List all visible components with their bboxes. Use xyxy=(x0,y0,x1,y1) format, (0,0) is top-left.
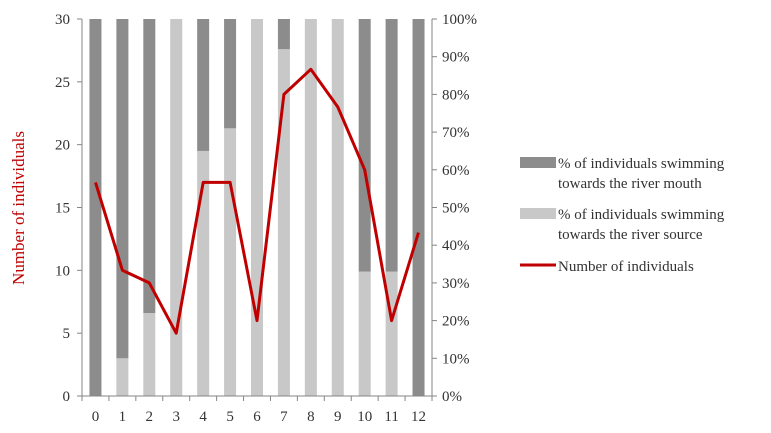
x-tick-label-7: 7 xyxy=(280,409,288,425)
y-tick-label-5: 5 xyxy=(63,326,71,342)
legend-label-0: % of individuals swimming towards the riv… xyxy=(558,156,725,192)
bar-source-3 xyxy=(170,19,183,396)
bar-mouth-7 xyxy=(277,19,290,50)
y2-tick-label-80%: 80% xyxy=(442,87,470,103)
bar-source-2 xyxy=(143,313,156,396)
y-tick-label-0: 0 xyxy=(63,389,71,405)
line-layer xyxy=(94,67,420,335)
bar-source-8 xyxy=(304,19,317,396)
bar-mouth-1 xyxy=(116,19,129,359)
bar-source-10 xyxy=(358,271,371,396)
y2-tick-label-70%: 70% xyxy=(442,125,470,141)
x-tick-label-3: 3 xyxy=(172,409,180,425)
ticks-layer: 0510152025300%10%20%30%40%50%60%70%80%90… xyxy=(55,12,477,425)
bar-mouth-5 xyxy=(224,19,237,129)
x-tick-label-6: 6 xyxy=(253,409,261,425)
legend-swatch-1 xyxy=(520,208,556,219)
x-tick-label-1: 1 xyxy=(119,409,127,425)
y-tick-label-30: 30 xyxy=(55,12,70,28)
y2-tick-label-40%: 40% xyxy=(442,238,470,254)
x-tick-label-2: 2 xyxy=(146,409,154,425)
bar-source-6 xyxy=(251,19,263,396)
y2-tick-label-50%: 50% xyxy=(442,201,470,217)
bar-mouth-11 xyxy=(385,19,398,272)
bar-source-5 xyxy=(224,128,237,396)
x-tick-label-9: 9 xyxy=(334,409,342,425)
bar-mouth-2 xyxy=(143,19,156,314)
legend-swatch-0 xyxy=(520,157,556,168)
bar-source-1 xyxy=(116,358,129,396)
y2-tick-label-90%: 90% xyxy=(442,50,470,66)
x-tick-label-10: 10 xyxy=(357,409,372,425)
legend: % of individuals swimming towards the riv… xyxy=(520,156,725,275)
bar-mouth-4 xyxy=(197,19,210,151)
line-number-of-individuals xyxy=(94,67,420,335)
bars-layer xyxy=(89,19,425,396)
y-axis-label: Number of individuals xyxy=(9,131,28,285)
y2-tick-label-20%: 20% xyxy=(442,314,470,330)
x-tick-label-8: 8 xyxy=(307,409,315,425)
bar-source-4 xyxy=(197,150,210,396)
y2-tick-label-100%: 100% xyxy=(442,12,477,28)
x-tick-label-0: 0 xyxy=(92,409,100,425)
y-tick-label-20: 20 xyxy=(55,138,70,154)
legend-label-1: % of individuals swimming towards the riv… xyxy=(558,207,725,243)
y2-tick-label-30%: 30% xyxy=(442,276,470,292)
bar-mouth-10 xyxy=(358,19,371,272)
y2-tick-label-0%: 0% xyxy=(442,389,462,405)
y-tick-label-25: 25 xyxy=(55,75,70,91)
bar-source-7 xyxy=(277,49,290,396)
bar-source-9 xyxy=(331,19,344,396)
x-tick-label-12: 12 xyxy=(411,409,426,425)
bar-mouth-12 xyxy=(412,19,425,396)
x-tick-label-11: 11 xyxy=(384,409,398,425)
legend-label-2: Number of individuals xyxy=(558,259,694,275)
y2-tick-label-60%: 60% xyxy=(442,163,470,179)
y2-tick-label-10%: 10% xyxy=(442,351,470,367)
x-tick-label-5: 5 xyxy=(226,409,234,425)
y-tick-label-10: 10 xyxy=(55,263,70,279)
y-tick-label-15: 15 xyxy=(55,201,70,217)
bar-mouth-0 xyxy=(89,19,102,396)
x-tick-label-4: 4 xyxy=(199,409,207,425)
